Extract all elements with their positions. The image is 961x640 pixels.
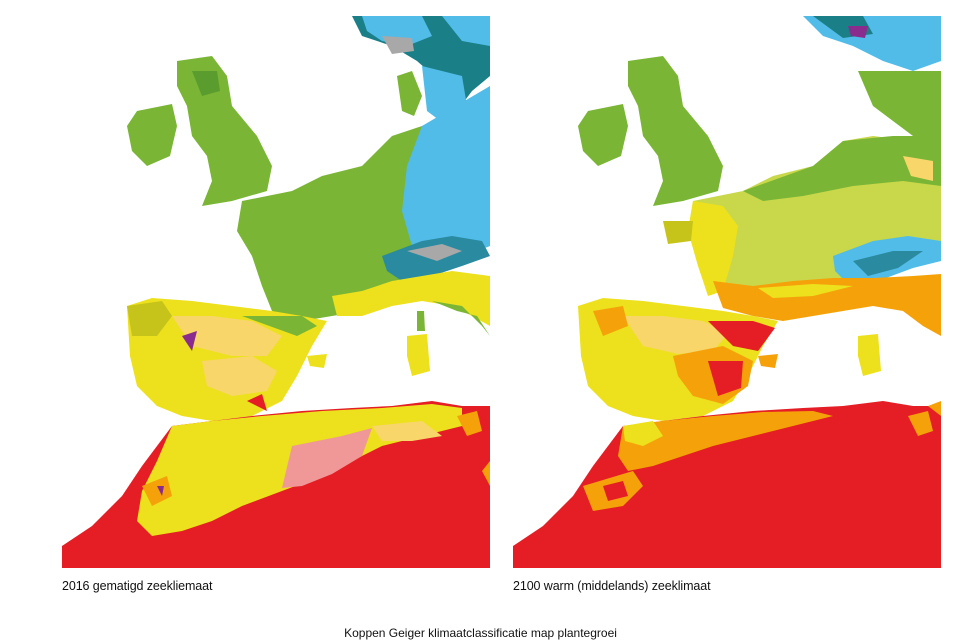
map-2016 <box>62 16 490 568</box>
map-2100-graphic <box>513 16 941 568</box>
figure-title: Koppen Geiger klimaatclassificatie map p… <box>344 626 617 640</box>
map-2100 <box>513 16 941 568</box>
map-2100-caption: 2100 warm (middelands) zeeklimaat <box>513 579 711 593</box>
map-2016-graphic <box>62 16 490 568</box>
map-2016-caption: 2016 gematigd zeekliemaat <box>62 579 213 593</box>
